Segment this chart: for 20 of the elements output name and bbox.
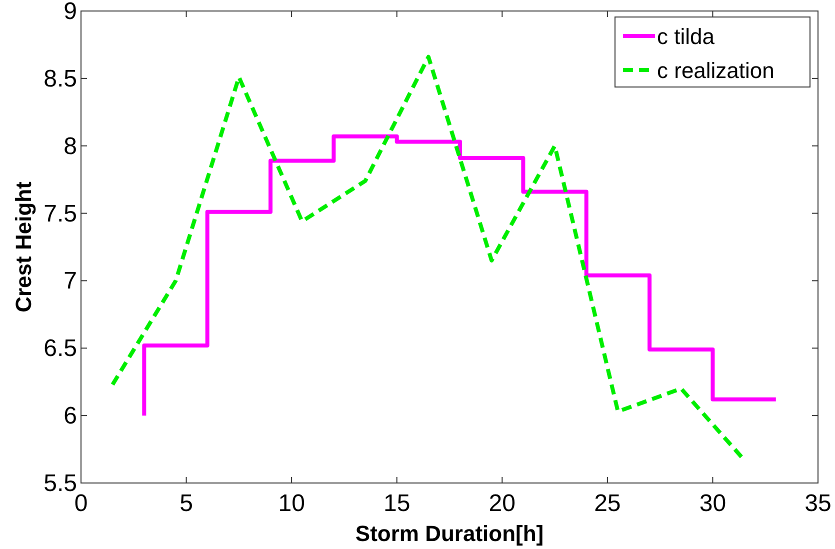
x-tick-label: 10 xyxy=(278,490,305,517)
y-tick-label: 6.5 xyxy=(44,335,77,362)
x-tick-label: 20 xyxy=(488,490,516,517)
x-tick-label: 15 xyxy=(384,490,410,517)
y-tick-label: 6 xyxy=(64,402,77,430)
legend-label: c realization xyxy=(657,58,774,83)
y-axis-title: Crest Height xyxy=(11,180,36,312)
x-tick-label: 5 xyxy=(180,490,193,517)
y-tick-label: 8 xyxy=(64,132,77,160)
x-tick-label: 30 xyxy=(699,490,726,517)
y-tick-label: 7.5 xyxy=(44,200,77,228)
y-tick-label: 8.5 xyxy=(44,65,77,92)
y-tick-label: 5.5 xyxy=(44,470,77,497)
y-tick-label: 9 xyxy=(64,0,77,25)
x-tick-label: 35 xyxy=(804,490,832,517)
y-tick-label: 7 xyxy=(64,268,77,295)
legend-label: c tilda xyxy=(657,24,716,49)
x-axis-title: Storm Duration[h] xyxy=(355,521,544,546)
x-tick-label: 25 xyxy=(594,490,621,517)
x-tick-label: 0 xyxy=(74,490,88,517)
